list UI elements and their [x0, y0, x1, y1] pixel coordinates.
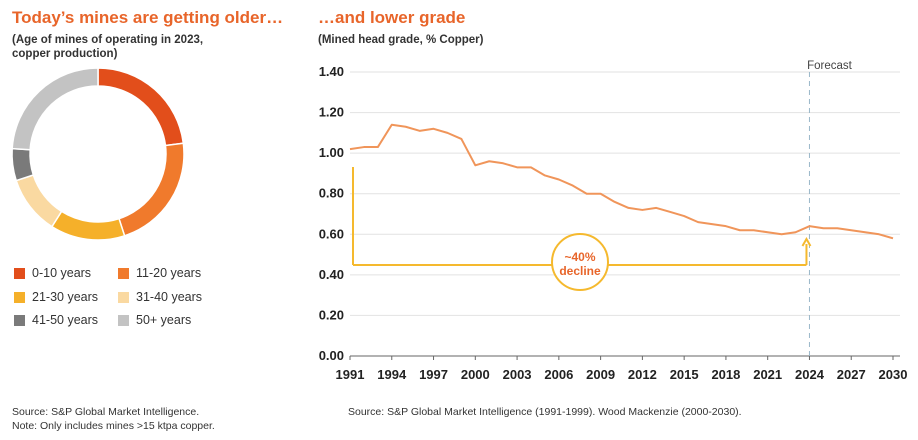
annotation-word: decline — [559, 264, 601, 278]
y-tick-label: 0.80 — [319, 186, 344, 201]
x-tick-label: 2024 — [795, 367, 825, 382]
line-chart-subtitle: (Mined head grade, % Copper) — [318, 34, 484, 46]
y-tick-label: 1.00 — [319, 145, 344, 160]
line-chart-title: …and lower grade — [318, 8, 466, 27]
annotation-circle — [551, 233, 609, 291]
annotation-arrowhead — [801, 236, 812, 247]
legend-item-31-40: 31-40 years — [118, 290, 202, 304]
x-tick-label: 2009 — [586, 367, 615, 382]
x-tick-label: 2006 — [544, 367, 573, 382]
legend-swatch-21-30 — [14, 291, 25, 303]
x-tick-label: 2015 — [670, 367, 699, 382]
right-source: Source: S&P Global Market Intelligence (… — [348, 406, 742, 418]
x-tick-label: 2030 — [879, 367, 908, 382]
grade-series-line — [349, 123, 894, 240]
legend-item-11-20: 11-20 years — [118, 266, 201, 280]
legend-label-41-50: 41-50 years — [32, 313, 99, 327]
x-tick-label: 1994 — [377, 367, 407, 382]
donut-chart — [11, 67, 185, 241]
x-tick-label: 2000 — [461, 367, 490, 382]
left-note-line: Note: Only includes mines >15 ktpa coppe… — [12, 420, 215, 432]
legend-label-11-20: 11-20 years — [136, 266, 202, 280]
annotation-percent: ~40% — [564, 250, 595, 264]
legend-item-41-50: 41-50 years — [14, 313, 98, 327]
legend-label-21-30: 21-30 years — [32, 290, 99, 304]
left-source: Source: S&P Global Market Intelligence. … — [12, 405, 215, 433]
legend-swatch-31-40 — [118, 291, 129, 303]
legend-label-50-plus: 50+ years — [136, 313, 192, 327]
legend-swatch-0-10 — [14, 267, 25, 279]
decline-annotation: ~40%decline — [352, 167, 812, 291]
donut-slice-50-plus — [11, 67, 99, 151]
y-tick-label: 0.60 — [319, 226, 344, 241]
y-tick-label: 0.40 — [319, 267, 344, 282]
x-tick-label: 2021 — [753, 367, 782, 382]
y-tick-label: 0.00 — [319, 348, 344, 363]
forecast-label: Forecast — [807, 60, 853, 72]
legend-swatch-50-plus — [118, 314, 129, 326]
x-tick-label: 2012 — [628, 367, 657, 382]
x-tick-label: 2018 — [711, 367, 740, 382]
y-tick-label: 0.20 — [319, 307, 344, 322]
left-source-line: Source: S&P Global Market Intelligence. — [12, 406, 200, 418]
legend-label-0-10: 0-10 years — [32, 266, 92, 280]
x-tick-label: 2003 — [503, 367, 532, 382]
legend-item-0-10: 0-10 years — [14, 266, 91, 280]
x-tick-label: 1991 — [336, 367, 365, 382]
legend-swatch-11-20 — [118, 267, 129, 279]
donut-chart-subtitle: (Age of mines of operating in 2023, copp… — [12, 34, 204, 60]
x-tick-label: 1997 — [419, 367, 448, 382]
legend-item-21-30: 21-30 years — [14, 290, 98, 304]
x-tick-label: 2027 — [837, 367, 866, 382]
legend-item-50-plus: 50+ years — [118, 313, 191, 327]
donut-chart-title: Today’s mines are getting older… — [12, 8, 284, 27]
line-chart: 0.00 0.20 0.40 0.60 0.80 1.00 1.20 1.40 1991 1994… — [319, 60, 908, 382]
legend-label-31-40: 31-40 years — [136, 290, 203, 304]
legend-swatch-41-50 — [14, 314, 25, 326]
y-tick-label: 1.20 — [319, 105, 344, 120]
y-tick-label: 1.40 — [319, 64, 344, 79]
